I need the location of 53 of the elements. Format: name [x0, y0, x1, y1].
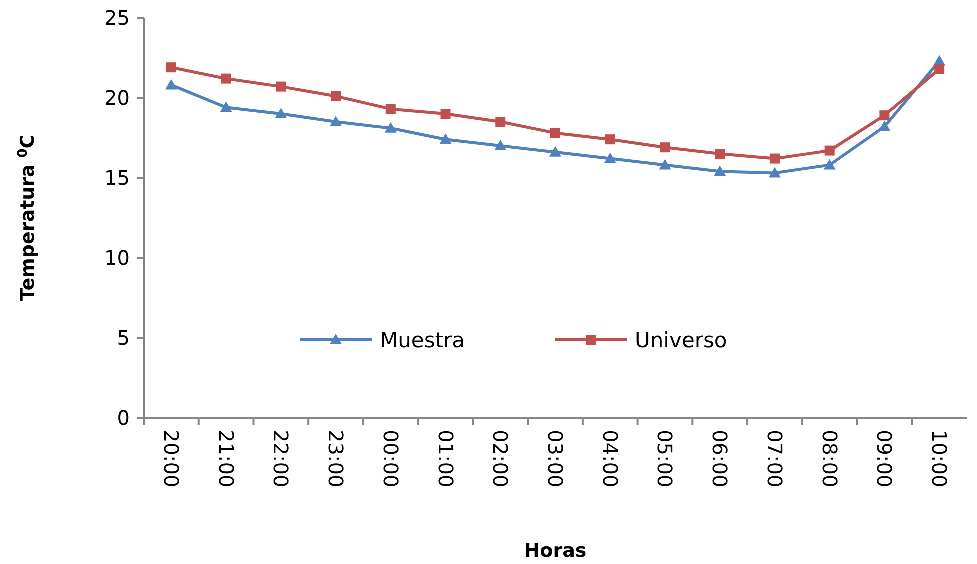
legend-label: Universo — [635, 328, 728, 352]
point — [165, 79, 178, 90]
point — [550, 146, 562, 157]
point — [276, 82, 286, 92]
point — [934, 64, 945, 74]
point — [550, 128, 560, 138]
x-tick-label: 05:00 — [653, 430, 678, 488]
x-tick-label: 22:00 — [269, 430, 294, 488]
point — [220, 102, 232, 112]
x-tick-label: 09:00 — [872, 430, 897, 488]
point — [166, 62, 176, 73]
point — [770, 154, 780, 164]
x-tick-label: 21:00 — [214, 430, 238, 488]
point — [384, 122, 397, 133]
x-tick-label: 08:00 — [818, 430, 842, 488]
point — [878, 120, 891, 132]
point — [768, 167, 781, 178]
point — [714, 166, 726, 176]
point — [604, 152, 616, 164]
x-tick-label: 20:00 — [159, 430, 184, 488]
x-tick-label: 04:00 — [598, 430, 622, 488]
point — [605, 134, 616, 145]
y-tick-label: 5 — [117, 326, 130, 350]
y-tick-label: 25 — [104, 6, 130, 30]
y-tick-label: 10 — [104, 246, 130, 270]
point — [715, 149, 726, 159]
x-tick-label: 06:00 — [708, 430, 732, 488]
y-tick-label: 20 — [104, 86, 130, 110]
y-tick-label: 0 — [117, 406, 130, 430]
point — [496, 117, 506, 127]
point — [880, 110, 890, 121]
x-tick-label: 01:00 — [434, 430, 458, 488]
x-tick-label: 07:00 — [762, 430, 787, 488]
point — [824, 146, 835, 156]
point — [221, 74, 232, 84]
point — [440, 109, 451, 119]
x-axis-title: Horas — [524, 540, 587, 562]
point — [275, 108, 288, 118]
y-tick-label: 15 — [104, 166, 130, 190]
x-tick-label: 03:00 — [544, 430, 568, 488]
legend-label: Muestra — [380, 328, 466, 352]
x-tick-label: 10:00 — [928, 430, 952, 488]
point — [660, 142, 670, 153]
x-tick-label: 02:00 — [488, 430, 513, 488]
x-tick-label: 00:00 — [378, 430, 403, 488]
x-tick-label: 23:00 — [324, 430, 348, 488]
point — [331, 91, 342, 102]
point — [386, 104, 396, 114]
point — [330, 116, 342, 126]
point — [494, 140, 507, 150]
point — [659, 159, 672, 170]
point — [824, 159, 836, 170]
point — [440, 134, 452, 144]
